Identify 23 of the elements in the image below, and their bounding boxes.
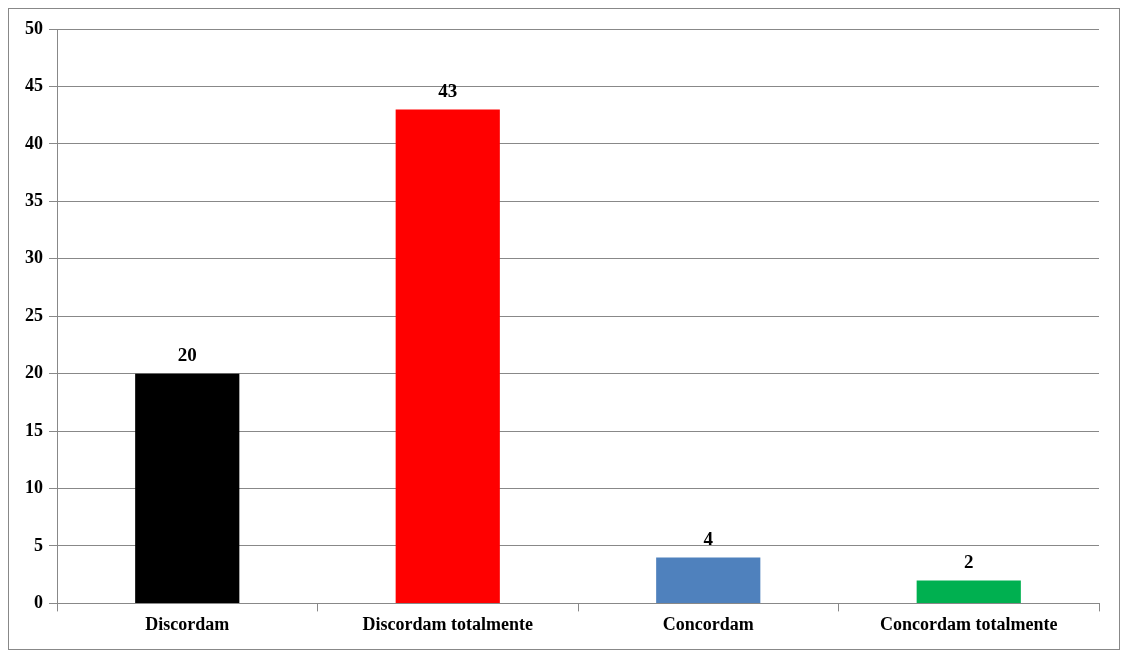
y-tick-label: 30 <box>25 247 43 268</box>
x-tick-label: Concordam <box>662 613 754 634</box>
x-tick-label: Discordam totalmente <box>362 613 533 634</box>
y-tick-label: 50 <box>25 17 43 38</box>
x-tick-label: Concordam totalmente <box>880 613 1058 634</box>
y-tick-label: 45 <box>25 75 43 96</box>
bar <box>916 580 1021 603</box>
bar <box>656 557 761 603</box>
data-label: 2 <box>964 550 974 572</box>
y-tick-label: 5 <box>34 534 43 555</box>
y-tick-label: 0 <box>34 592 43 613</box>
y-tick-label: 10 <box>25 477 43 498</box>
x-tick-label: Discordam <box>145 613 230 634</box>
bar <box>135 373 240 603</box>
bar <box>395 109 500 603</box>
y-tick-label: 25 <box>25 304 43 325</box>
y-tick-label: 35 <box>25 189 43 210</box>
y-tick-label: 40 <box>25 132 43 153</box>
data-label: 43 <box>438 79 458 101</box>
y-tick-label: 15 <box>25 419 43 440</box>
y-tick-label: 20 <box>25 362 43 383</box>
data-label: 4 <box>703 527 714 549</box>
data-label: 20 <box>177 344 197 366</box>
